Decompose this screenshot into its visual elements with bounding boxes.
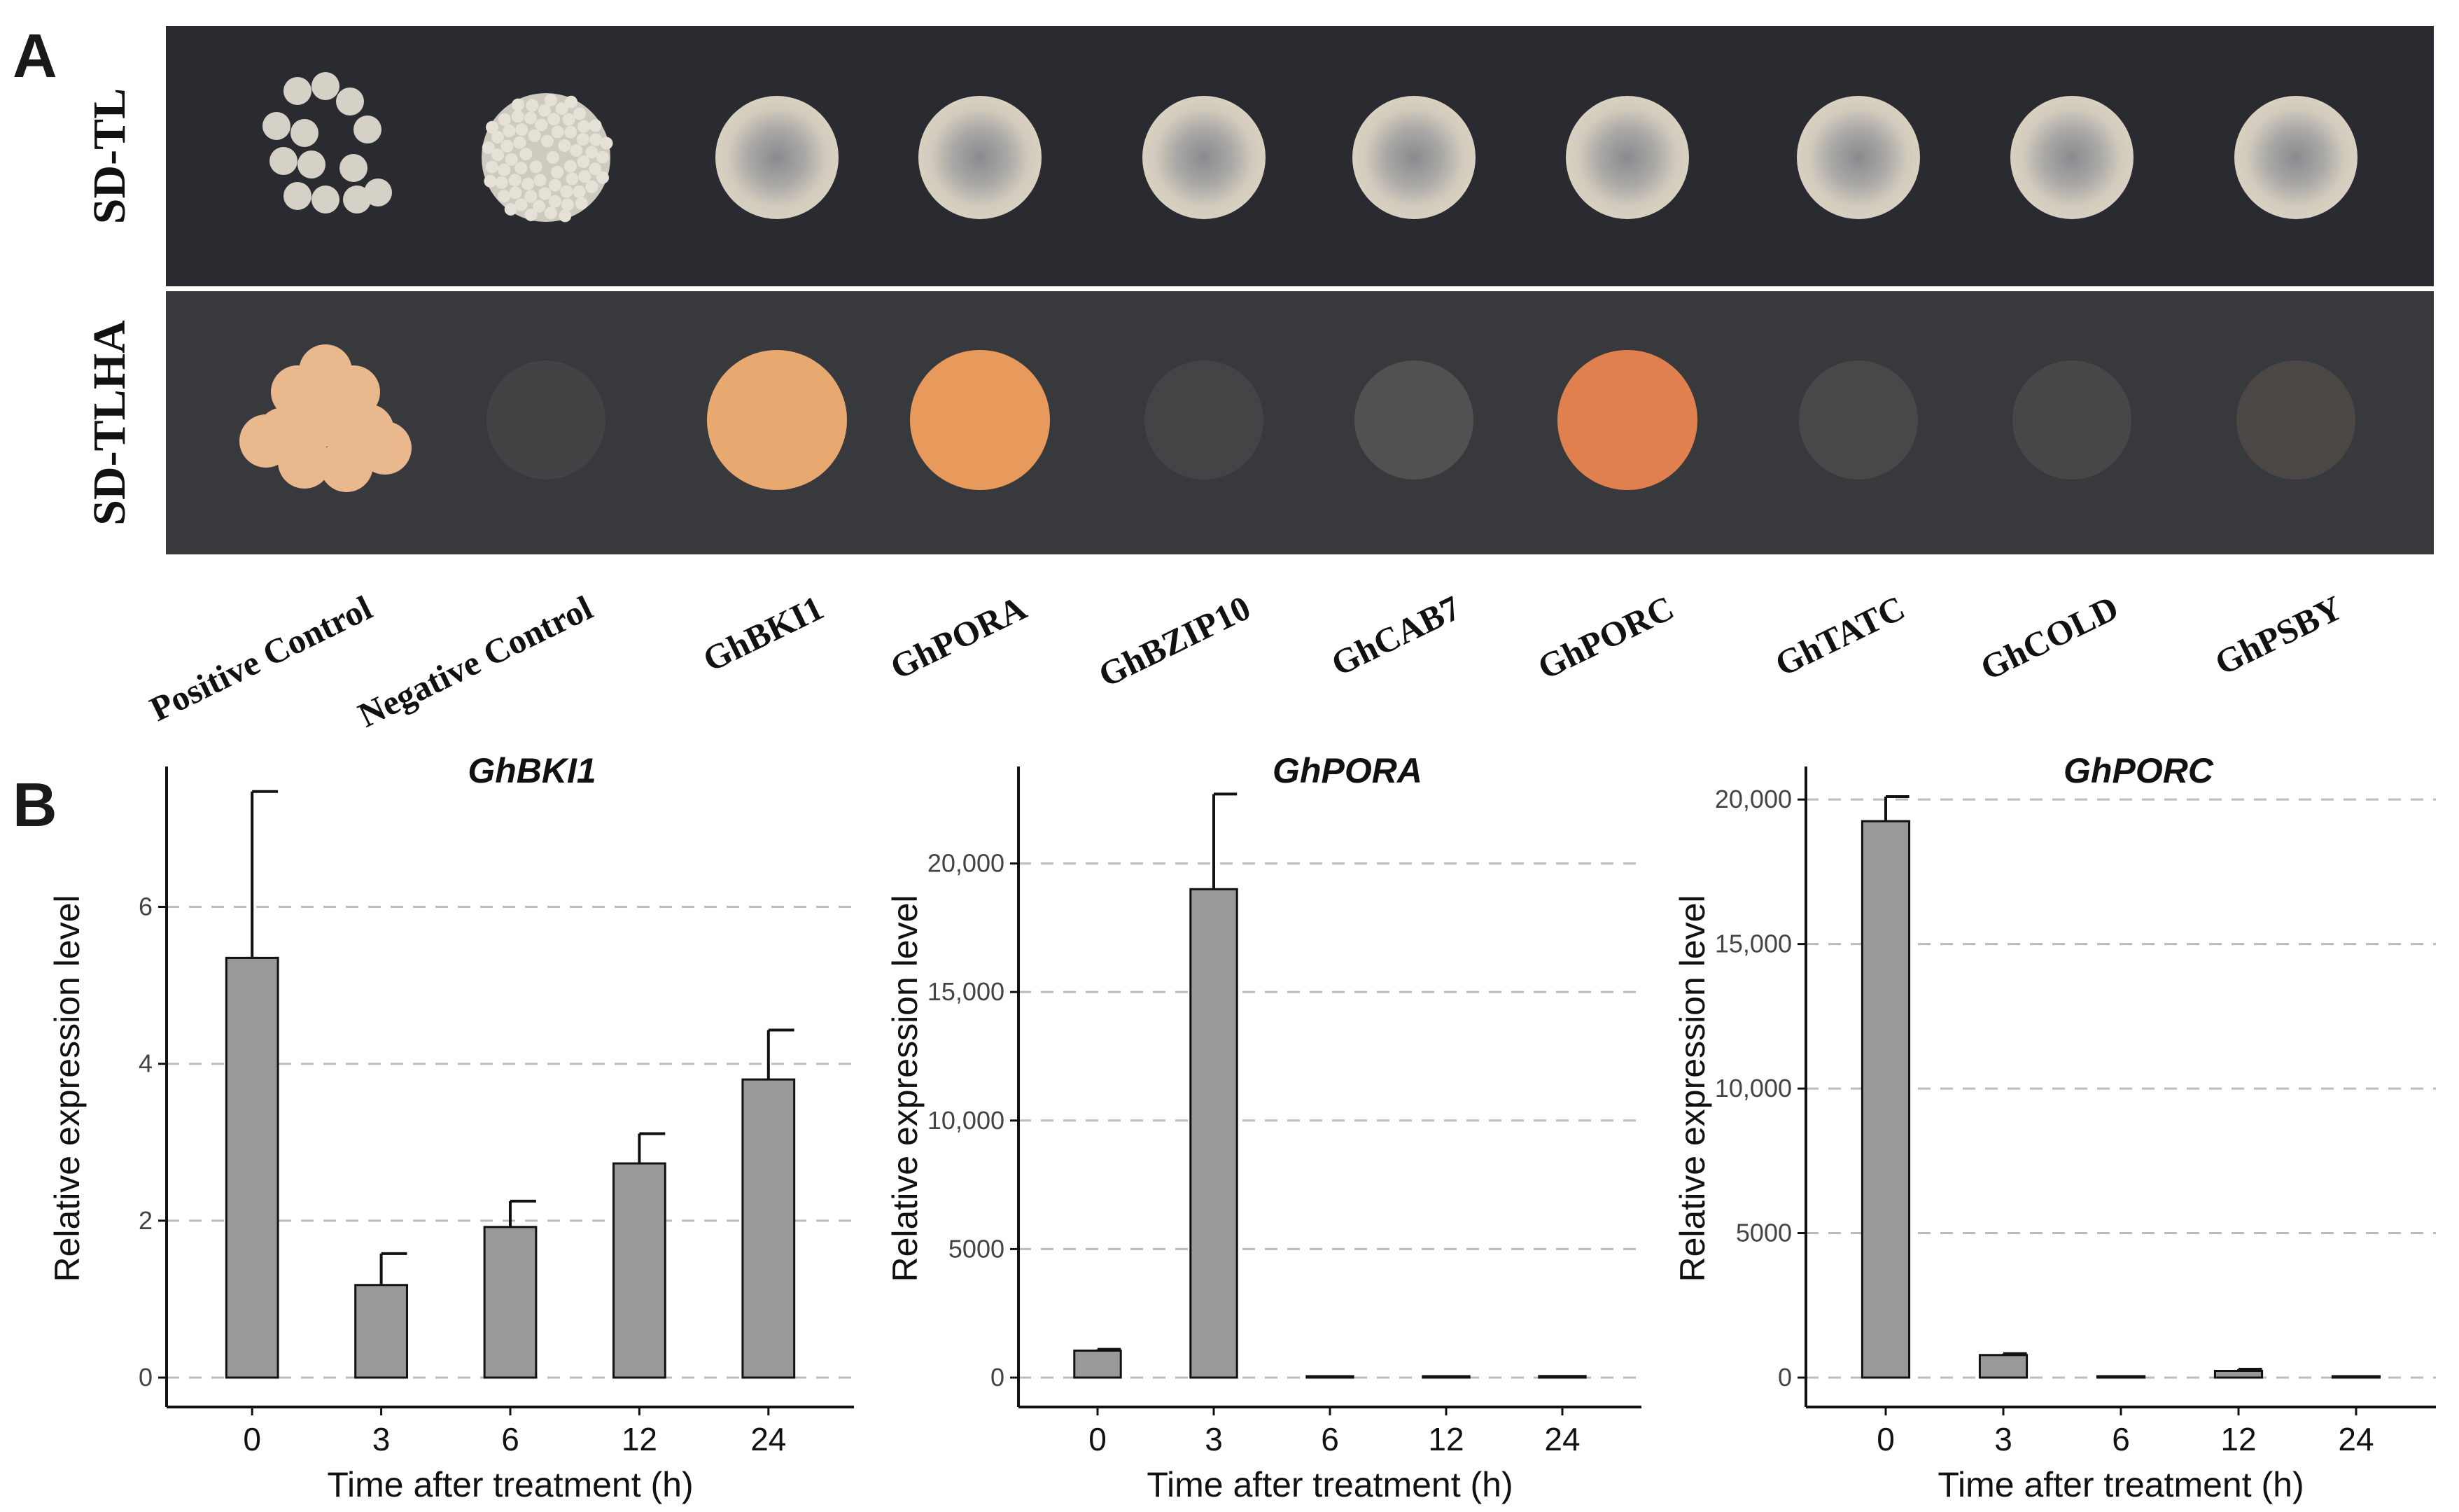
- x-tick-label: 6: [1321, 1421, 1339, 1457]
- spot-sd-tlha-ghcab7: [1354, 360, 1473, 479]
- bar-6h: [2096, 1375, 2146, 1379]
- y-tick-label: 20,000: [1715, 785, 1792, 813]
- y-tick-label: 2: [139, 1206, 153, 1235]
- y-tick-label: 5000: [948, 1234, 1004, 1263]
- x-axis-label: Time after treatment (h): [1147, 1465, 1513, 1504]
- panel-b-label: B: [13, 770, 57, 839]
- bar-0h: [1861, 820, 1911, 1379]
- spot-sd-tl-ghbzip10: [1142, 96, 1266, 219]
- sample-label-ghcold: GhCOLD: [1974, 588, 2124, 688]
- spot-sd-tl-ghbki1: [715, 96, 839, 219]
- x-tick-label: 12: [1428, 1421, 1464, 1457]
- sample-label-negative-control: Negative Control: [352, 588, 598, 735]
- spot-sd-tl-ghcold: [2010, 96, 2134, 219]
- row-label-sd-tl: SD-TL: [84, 88, 135, 224]
- x-axis-label: Time after treatment (h): [1938, 1465, 2304, 1504]
- y-tick-label: 15,000: [927, 977, 1004, 1006]
- bar-6h: [483, 1226, 538, 1379]
- y-tick-label: 10,000: [927, 1106, 1004, 1135]
- x-tick-label: 24: [1544, 1421, 1580, 1457]
- sample-label-ghporc: GhPORC: [1532, 588, 1680, 687]
- panel-a-label: A: [13, 21, 57, 90]
- spot-sd-tlha-ghpsby: [2236, 360, 2355, 479]
- spot-sd-tl-ghcab7: [1352, 96, 1476, 219]
- x-tick-label: 12: [2220, 1421, 2256, 1457]
- spot-sd-tlha-ghpora: [910, 350, 1050, 490]
- bar-12h: [1422, 1375, 1471, 1379]
- spot-sd-tl-ghpsby: [2234, 96, 2358, 219]
- row-label-sd-tlha: SD-TLHA: [84, 320, 135, 526]
- sd-tl-spots: [262, 72, 2358, 223]
- x-axis-label: Time after treatment (h): [327, 1465, 693, 1504]
- bar-12h: [612, 1162, 666, 1379]
- spot-sd-tlha-negative-control: [486, 360, 605, 479]
- spot-sd-tlha-positive-control: [239, 344, 412, 492]
- y-tick-label: 0: [139, 1363, 153, 1392]
- sample-label-ghtatc: GhTATC: [1769, 588, 1911, 684]
- chart-ghpora: 0 5000 10,000 15,000 20,000 0 3 6 12 24 GhPORA Time…: [885, 751, 1641, 1504]
- sample-label-ghbki1: GhBKI1: [696, 588, 829, 680]
- sample-label-ghpsby: GhPSBY: [2208, 588, 2348, 683]
- x-tick-label: 3: [372, 1421, 391, 1457]
- chart-title: GhBKI1: [468, 751, 596, 790]
- spot-sd-tl-positive-control: [262, 72, 392, 214]
- x-tick-label: 6: [501, 1421, 519, 1457]
- bar-12h: [2213, 1370, 2264, 1379]
- sd-tlha-spots: [239, 344, 2355, 492]
- x-tick-label: 24: [750, 1421, 786, 1457]
- bar-24h: [2331, 1375, 2381, 1379]
- bar-24h: [741, 1078, 796, 1379]
- spot-sd-tl-negative-control: [482, 93, 613, 223]
- bar-24h: [1538, 1375, 1587, 1379]
- x-tick-label: 3: [1205, 1421, 1223, 1457]
- chart-title: GhPORC: [2064, 751, 2214, 790]
- y-tick-label: 0: [990, 1363, 1004, 1392]
- bar-3h: [354, 1284, 408, 1379]
- y-axis-label: Relative expression level: [1673, 895, 1712, 1282]
- y-tick-label: 4: [139, 1049, 153, 1078]
- y-tick-label: 15,000: [1715, 930, 1792, 958]
- x-tick-label: 0: [1877, 1421, 1895, 1457]
- spot-sd-tlha-ghbki1: [707, 350, 847, 490]
- x-tick-label: 3: [1994, 1421, 2012, 1457]
- y-axis-label: Relative expression level: [885, 895, 925, 1282]
- sample-label-ghbzip10: GhBZIP10: [1092, 588, 1256, 695]
- chart-title: GhPORA: [1273, 751, 1422, 790]
- panel-a-yeast-two-hybrid: A SD-TL SD-TLHA Positive ControlNegative…: [13, 21, 2434, 735]
- y-tick-label: 6: [139, 892, 153, 921]
- sample-label-positive-control: Positive Control: [143, 588, 378, 729]
- bar-3h: [1978, 1354, 2029, 1379]
- y-axis-label: Relative expression level: [48, 895, 87, 1282]
- spot-sd-tlha-ghporc: [1557, 350, 1697, 490]
- bar-0h: [225, 956, 279, 1379]
- spot-sd-tlha-ghtatc: [1799, 360, 1918, 479]
- y-tick-label: 5000: [1736, 1219, 1792, 1247]
- spot-sd-tlha-ghcold: [2012, 360, 2131, 479]
- bar-6h: [1305, 1375, 1354, 1379]
- x-tick-label: 12: [622, 1421, 657, 1457]
- x-tick-label: 0: [243, 1421, 261, 1457]
- y-tick-label: 10,000: [1715, 1074, 1792, 1102]
- sample-label-ghpora: GhPORA: [884, 588, 1032, 687]
- x-tick-label: 0: [1088, 1421, 1107, 1457]
- x-tick-label: 24: [2338, 1421, 2374, 1457]
- spot-sd-tl-ghtatc: [1797, 96, 1920, 219]
- spot-sd-tlha-ghbzip10: [1144, 360, 1263, 479]
- x-tick-label: 6: [2112, 1421, 2130, 1457]
- y-tick-label: 0: [1778, 1363, 1792, 1392]
- chart-ghporc: 0 5000 10,000 15,000 20,000 0 3 6 12 24 GhPORC Time…: [1673, 751, 2436, 1504]
- bar-3h: [1189, 888, 1238, 1379]
- sample-label-ghcab7: GhCAB7: [1325, 588, 1466, 684]
- spot-sd-tl-ghpora: [918, 96, 1042, 219]
- y-tick-label: 20,000: [927, 849, 1004, 878]
- spot-sd-tl-ghporc: [1566, 96, 1689, 219]
- bar-0h: [1073, 1349, 1122, 1379]
- plate-divider: [166, 286, 2434, 291]
